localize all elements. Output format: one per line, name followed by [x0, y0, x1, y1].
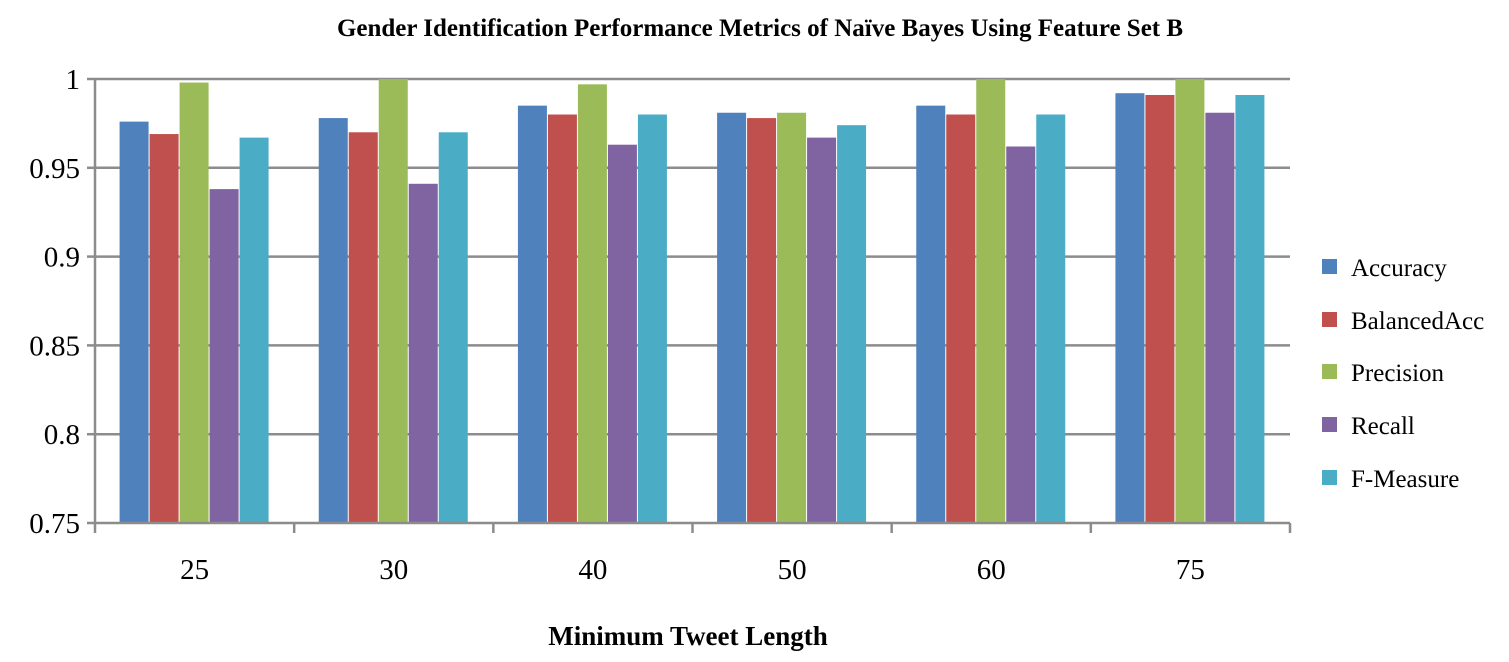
bar-precision-75: [1175, 79, 1205, 523]
bar-balancedacc-40: [547, 114, 577, 524]
legend-label: F-Measure: [1351, 466, 1459, 493]
bar-balancedacc-50: [747, 118, 777, 524]
bar-recall-75: [1205, 112, 1235, 523]
bar-balancedacc-75: [1145, 94, 1175, 523]
bar-accuracy-75: [1115, 93, 1145, 523]
bar-precision-40: [577, 84, 607, 523]
bars: [119, 79, 1265, 524]
bar-accuracy-25: [119, 121, 149, 524]
legend-label: Recall: [1351, 413, 1415, 440]
bar-accuracy-40: [517, 105, 547, 523]
y-tick-label: 0.85: [29, 330, 80, 362]
y-tick-label: 1: [66, 64, 81, 96]
bar-recall-40: [607, 144, 637, 523]
x-axis-ticks: 25 30 40 50 60 75: [180, 523, 1292, 586]
y-axis-ticks: 0.75 0.8 0.85 0.9 0.95 1: [29, 64, 95, 540]
legend-swatch-accuracy: [1322, 259, 1337, 274]
bar-balancedacc-30: [348, 132, 378, 523]
x-tick-label: 30: [379, 554, 408, 586]
bar-precision-25: [179, 82, 209, 523]
legend-label: BalancedAcc: [1351, 308, 1484, 335]
y-tick-label: 0.8: [44, 419, 80, 451]
bar-f-measure-75: [1235, 94, 1265, 523]
x-tick-label: 25: [180, 554, 209, 586]
legend-swatch-precision: [1322, 364, 1337, 379]
y-tick-label: 0.9: [44, 242, 80, 274]
bar-balancedacc-60: [946, 114, 976, 524]
x-tick-label: 40: [578, 554, 607, 586]
x-tick-label: 50: [778, 554, 807, 586]
bar-precision-60: [976, 79, 1006, 523]
chart-title: Gender Identification Performance Metric…: [337, 15, 1183, 42]
gridlines: [95, 77, 1290, 436]
y-tick-label: 0.95: [29, 153, 80, 185]
x-tick-label: 60: [977, 554, 1006, 586]
legend-label: Precision: [1351, 360, 1445, 387]
bar-precision-50: [777, 112, 807, 523]
bar-recall-30: [408, 183, 438, 523]
bar-balancedacc-25: [149, 134, 179, 523]
legend: Accuracy BalancedAcc Precision Recall F-Meas…: [1322, 255, 1484, 493]
x-tick-label: 75: [1176, 554, 1205, 586]
bar-f-measure-60: [1036, 114, 1066, 524]
bar-f-measure-25: [239, 137, 269, 523]
bar-accuracy-50: [717, 112, 747, 523]
legend-label: Accuracy: [1351, 255, 1447, 282]
bar-f-measure-40: [637, 114, 667, 524]
bar-f-measure-50: [837, 125, 867, 524]
bar-accuracy-60: [916, 105, 946, 523]
legend-swatch-f-measure: [1322, 470, 1337, 485]
bar-recall-25: [209, 189, 239, 523]
y-tick-label: 0.75: [29, 508, 80, 540]
bar-recall-50: [807, 137, 837, 523]
bar-accuracy-30: [318, 118, 348, 524]
x-axis-title: Minimum Tweet Length: [548, 621, 828, 651]
axes: [93, 79, 1290, 533]
bar-precision-30: [378, 79, 408, 523]
legend-swatch-balancedacc: [1322, 312, 1337, 327]
legend-swatch-recall: [1322, 417, 1337, 432]
bar-recall-60: [1006, 146, 1036, 523]
bar-f-measure-30: [438, 132, 468, 523]
